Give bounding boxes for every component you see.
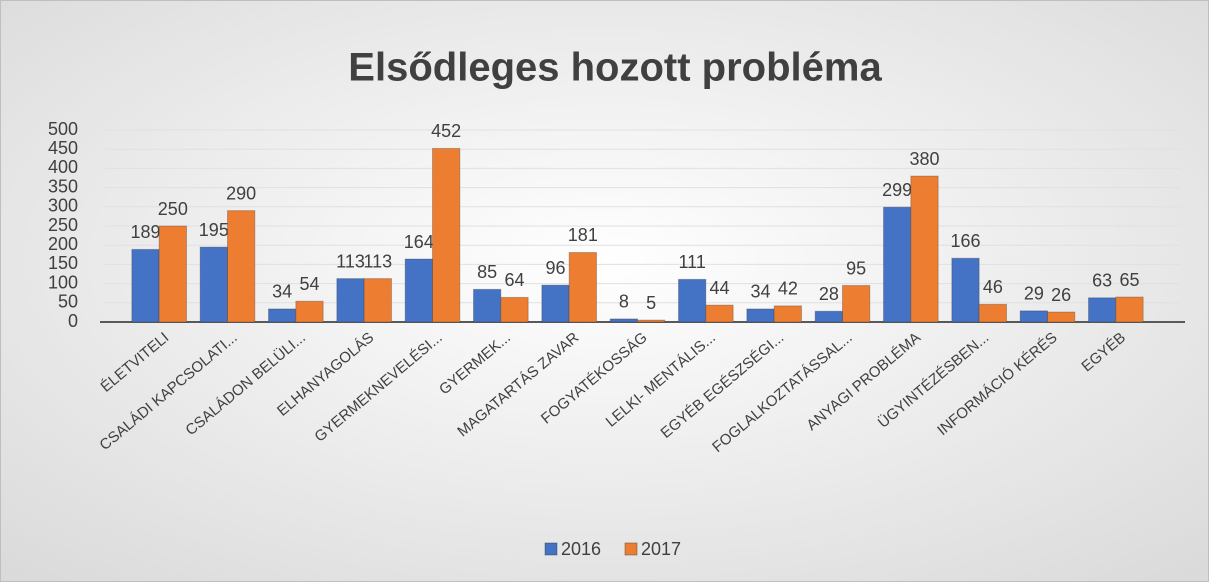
data-label: 64 xyxy=(504,270,524,290)
bar xyxy=(268,308,297,323)
data-label: 250 xyxy=(158,199,188,219)
data-label: 5 xyxy=(646,293,656,313)
data-label: 8 xyxy=(619,292,629,312)
legend-swatch xyxy=(624,542,638,556)
y-tick-label: 0 xyxy=(68,311,78,331)
bar xyxy=(978,303,1008,323)
bar xyxy=(473,288,502,323)
data-label: 380 xyxy=(909,149,939,169)
bar xyxy=(568,251,598,323)
data-label: 95 xyxy=(846,258,866,278)
y-tick-label: 50 xyxy=(58,292,78,312)
data-label: 166 xyxy=(950,231,980,251)
bar xyxy=(842,285,871,323)
bar xyxy=(609,318,639,323)
data-label: 111 xyxy=(678,252,705,272)
bar xyxy=(199,246,229,323)
y-tick-label: 450 xyxy=(48,138,78,158)
bar xyxy=(295,300,324,323)
data-label: 34 xyxy=(750,282,770,302)
legend-label: 2016 xyxy=(561,539,601,559)
bar xyxy=(404,258,433,323)
bar xyxy=(541,284,570,323)
bar xyxy=(637,319,666,323)
data-label: 96 xyxy=(545,258,565,278)
y-tick-label: 250 xyxy=(48,215,78,235)
data-label: 299 xyxy=(882,180,912,200)
data-label: 181 xyxy=(568,225,598,245)
data-label: 113 xyxy=(336,251,365,271)
bar xyxy=(158,225,188,323)
legend-label: 2017 xyxy=(641,539,681,559)
y-tick-label: 150 xyxy=(48,253,78,273)
data-label: 85 xyxy=(477,262,497,282)
bar xyxy=(951,257,980,323)
bar xyxy=(1047,311,1076,323)
y-tick-label: 350 xyxy=(48,176,78,196)
bar xyxy=(883,206,912,323)
y-tick-label: 400 xyxy=(48,157,78,177)
chart-title: Elsődleges hozott probléma xyxy=(348,46,882,90)
data-label: 34 xyxy=(272,282,292,302)
bar xyxy=(910,175,939,323)
y-tick-label: 500 xyxy=(48,119,78,139)
bar xyxy=(773,305,803,323)
y-tick-label: 200 xyxy=(48,234,78,254)
bar xyxy=(705,304,734,323)
bar xyxy=(363,278,392,323)
data-label: 46 xyxy=(983,277,1003,297)
bar xyxy=(1088,297,1117,323)
bar xyxy=(1019,310,1049,323)
data-label: 29 xyxy=(1024,284,1044,304)
data-label: 42 xyxy=(778,279,798,299)
bar xyxy=(131,248,160,323)
data-label: 26 xyxy=(1051,285,1071,305)
data-label: 28 xyxy=(819,284,839,304)
y-tick-label: 300 xyxy=(48,196,78,216)
data-label: 189 xyxy=(130,222,160,242)
data-label: 54 xyxy=(299,274,319,294)
bar xyxy=(814,310,844,323)
data-label: 44 xyxy=(709,278,729,298)
data-label: 65 xyxy=(1119,270,1139,290)
bar xyxy=(432,147,461,323)
legend-swatch xyxy=(544,542,558,556)
data-label: 290 xyxy=(226,183,256,203)
data-label: 113 xyxy=(363,251,392,271)
bar xyxy=(500,296,529,323)
data-label: 164 xyxy=(404,232,434,252)
bar xyxy=(746,308,775,323)
bar xyxy=(678,278,707,323)
y-tick-label: 100 xyxy=(48,272,78,292)
data-label: 195 xyxy=(199,220,229,240)
bar xyxy=(1115,296,1144,323)
bar xyxy=(336,278,365,323)
data-label: 63 xyxy=(1092,271,1112,291)
data-label: 452 xyxy=(431,121,461,141)
bar xyxy=(227,210,256,323)
